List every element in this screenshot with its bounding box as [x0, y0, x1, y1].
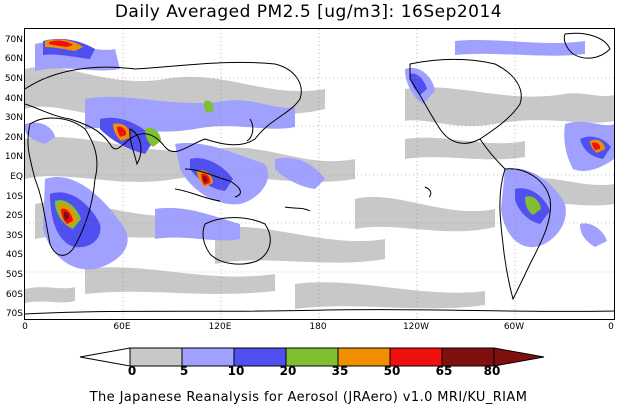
colorbar-label: 65 [435, 364, 453, 378]
lat-tick-label: EQ [10, 172, 23, 182]
lat-tick-label: 20S [5, 211, 23, 221]
lat-tick-label: 40S [5, 250, 23, 260]
lon-tick-label: 120E [208, 322, 232, 332]
colorbar-label: 35 [331, 364, 349, 378]
map-title: Daily Averaged PM2.5 [ug/m3]: 16Sep2014 [114, 2, 503, 22]
lon-tick-label: 60E [113, 322, 131, 332]
pm25-map [25, 29, 614, 319]
colorbar-segment [181, 347, 235, 367]
lat-tick-label: 30N [4, 113, 23, 123]
map-panel [24, 28, 615, 320]
colorbar-label: 0 [127, 364, 137, 378]
graticule [25, 29, 614, 319]
colorbar-label: 20 [279, 364, 297, 378]
lat-tick-label: 70S [5, 309, 23, 319]
lon-tick-label: 120W [402, 322, 430, 332]
lon-tick-label: 0 [608, 322, 614, 332]
lat-tick-label: 10N [4, 152, 23, 162]
lat-tick-label: 50S [5, 270, 23, 280]
lat-tick-label: 20N [4, 133, 23, 143]
coastlines [25, 32, 614, 315]
colorbar-segment [129, 347, 183, 367]
lon-tick-label: 0 [22, 322, 28, 332]
colorbar-label: 80 [483, 364, 501, 378]
colorbar-segment-lowest [79, 347, 131, 367]
lat-tick-label: 40N [4, 94, 23, 104]
colorbar-label: 5 [179, 364, 189, 378]
lon-tick-label: 180 [309, 322, 327, 332]
lon-tick-label: 60W [503, 322, 525, 332]
lat-tick-label: 30S [5, 231, 23, 241]
lat-tick-label: 60N [4, 54, 23, 64]
lat-tick-label: 50N [4, 74, 23, 84]
lat-tick-label: 60S [5, 290, 23, 300]
colorbar-segment-highest [493, 347, 545, 367]
lat-tick-label: 70N [4, 35, 23, 45]
footer-credit: The Japanese Reanalysis for Aerosol (JRA… [89, 390, 528, 405]
pm25-level-80-plus [64, 175, 208, 220]
colorbar-label: 10 [227, 364, 245, 378]
colorbar [79, 347, 545, 367]
lat-tick-label: 10S [5, 192, 23, 202]
colorbar-label: 50 [383, 364, 401, 378]
pm25-level-5-10 [25, 66, 614, 309]
